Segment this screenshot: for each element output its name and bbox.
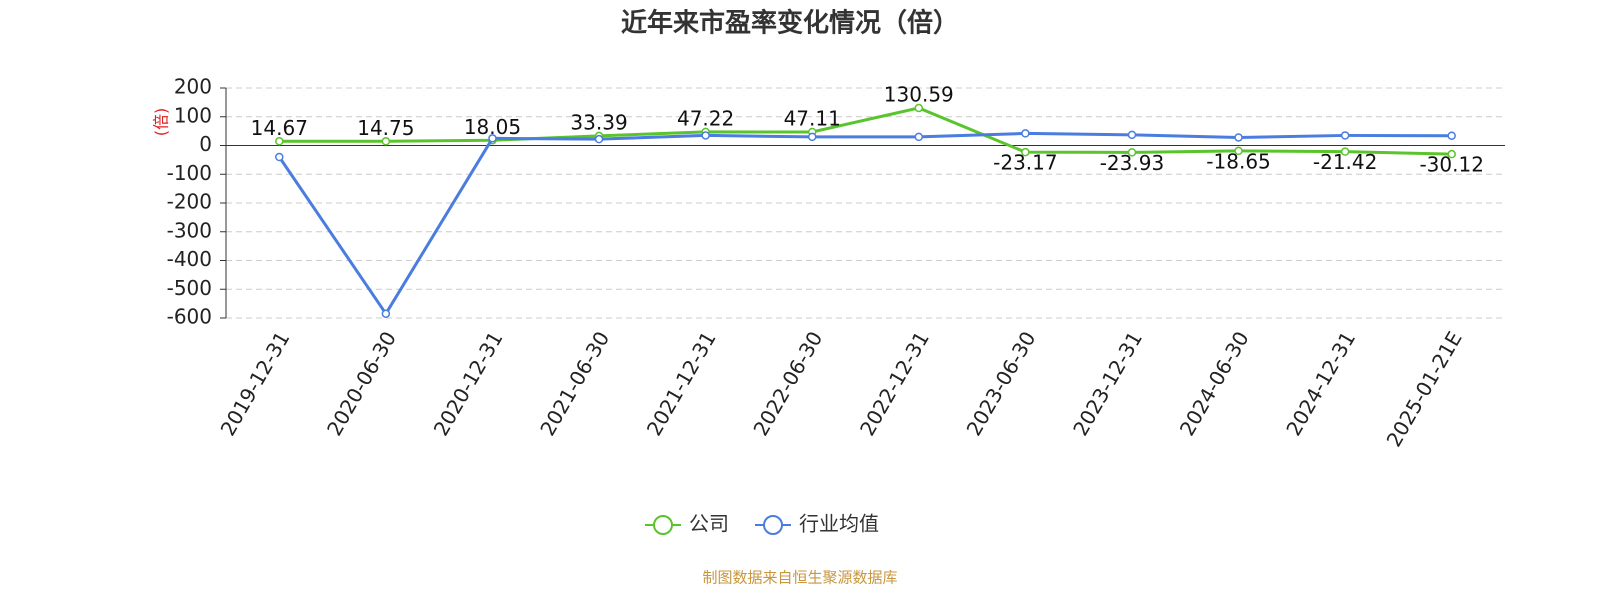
x-tick-label: 2023-06-30 — [962, 327, 1041, 440]
legend-marker — [653, 515, 673, 535]
data-point — [275, 137, 284, 146]
data-point — [1447, 149, 1456, 159]
x-tick-label: 2024-12-31 — [1281, 327, 1360, 440]
series-line — [278, 131, 1452, 317]
data-label: -18.65 — [1206, 149, 1270, 173]
data-point — [1021, 129, 1030, 138]
data-point — [1340, 147, 1350, 156]
data-point — [1234, 146, 1243, 156]
legend-marker — [763, 515, 783, 535]
data-point — [914, 103, 924, 113]
y-tick-label: -600 — [167, 305, 212, 329]
data-label: -21.42 — [1313, 150, 1377, 174]
data-point — [1447, 131, 1456, 140]
x-tick-label: 2023-12-31 — [1068, 327, 1147, 440]
data-point — [1234, 133, 1243, 142]
x-tick-label: 2019-12-31 — [215, 327, 294, 440]
legend-label: 公司 — [689, 512, 729, 536]
x-tick-label: 2025-01-21E — [1382, 327, 1467, 451]
data-label: 47.22 — [677, 106, 734, 130]
data-point — [1127, 148, 1137, 157]
y-tick-label: -500 — [167, 276, 212, 300]
x-tick-label: 2022-06-30 — [748, 327, 827, 440]
data-point — [1021, 147, 1030, 157]
y-tick-label: 100 — [174, 103, 212, 127]
data-point — [594, 134, 604, 144]
data-point — [381, 309, 391, 318]
data-label: 18.05 — [464, 115, 521, 139]
data-label: 14.67 — [251, 116, 308, 140]
data-point — [701, 131, 710, 140]
source-note: 制图数据来自恒生聚源数据库 — [702, 569, 897, 587]
y-axis-label: (倍) — [152, 108, 171, 137]
data-label: -23.93 — [1100, 151, 1164, 175]
data-label: 14.75 — [357, 116, 414, 140]
data-point — [914, 132, 924, 142]
x-tick-label: 2021-12-31 — [642, 327, 721, 440]
data-label: -30.12 — [1419, 153, 1483, 177]
data-label: 33.39 — [570, 110, 627, 134]
data-point — [275, 152, 284, 162]
y-tick-label: -100 — [167, 161, 212, 185]
y-tick-label: 200 — [174, 75, 212, 99]
legend-label: 行业均值 — [799, 512, 879, 536]
data-label: -23.17 — [993, 151, 1057, 175]
x-tick-label: 2021-06-30 — [535, 327, 614, 440]
data-point — [807, 132, 817, 142]
data-label: 47.11 — [784, 106, 841, 130]
x-tick-label: 2020-12-31 — [429, 327, 508, 440]
data-label: 130.59 — [884, 82, 954, 106]
y-tick-label: 0 — [199, 132, 212, 156]
x-tick-label: 2022-12-31 — [855, 327, 934, 440]
data-point — [1340, 131, 1350, 140]
series-line — [279, 106, 1452, 156]
data-point — [488, 134, 497, 143]
chart-title: 近年来市盈率变化情况（倍） — [621, 8, 959, 39]
x-tick-label: 2020-06-30 — [322, 327, 401, 440]
y-tick-label: -400 — [167, 247, 212, 271]
x-tick-label: 2024-06-30 — [1175, 327, 1254, 440]
data-point — [1127, 130, 1137, 140]
y-tick-label: -300 — [167, 218, 212, 242]
y-tick-label: -200 — [167, 190, 212, 214]
data-point — [381, 137, 391, 146]
